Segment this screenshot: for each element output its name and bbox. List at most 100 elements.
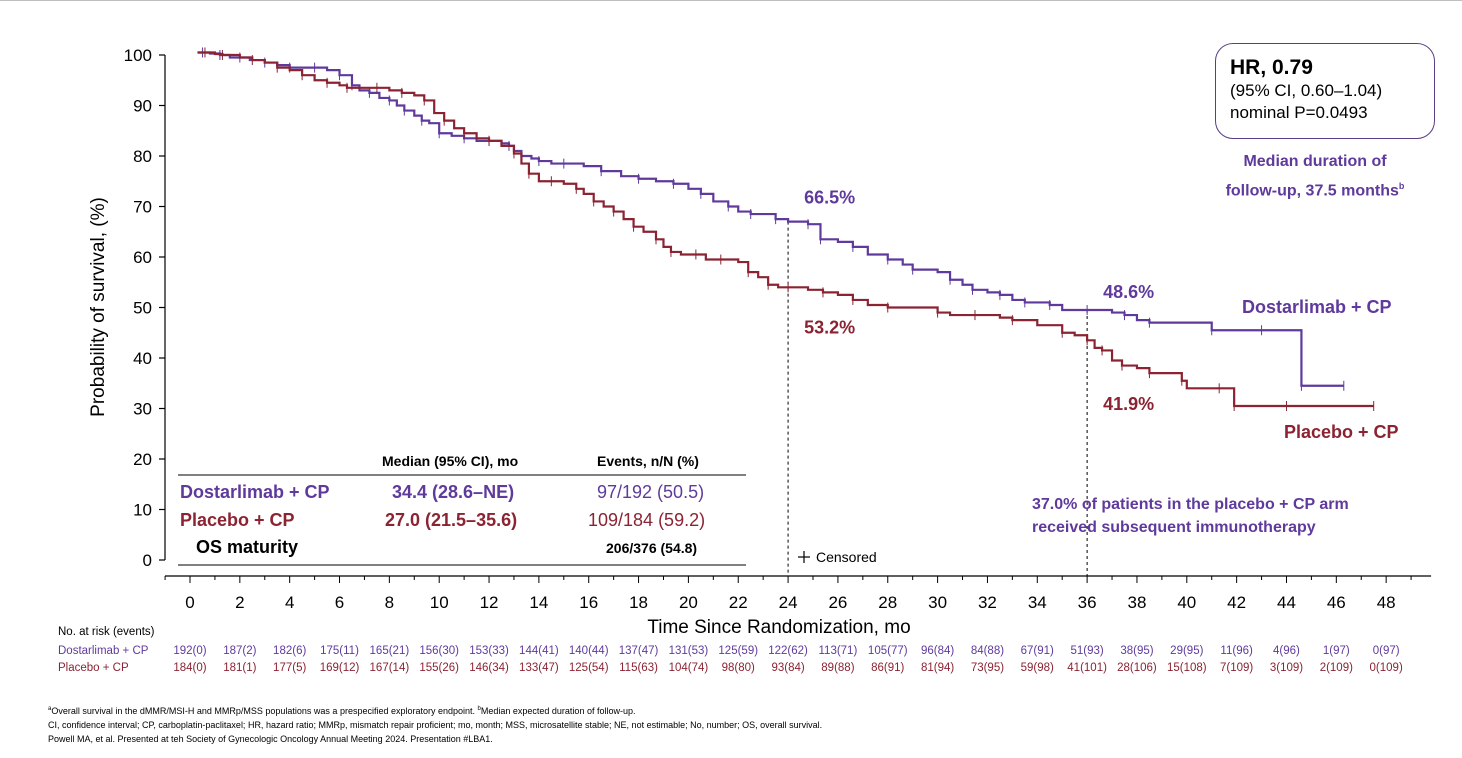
risk-cell: 51(93) <box>1070 645 1104 657</box>
followup-line2-wrap: follow-up, 37.5 monthsb <box>1180 174 1450 203</box>
annotation-41.9%: 41.9% <box>1103 394 1154 414</box>
x-tick-label-16: 16 <box>579 593 598 612</box>
risk-cell: 192(0) <box>173 645 207 657</box>
risk-cell: 105(77) <box>867 645 908 657</box>
y-axis-label: Probability of survival, (%) <box>88 197 109 417</box>
x-tick-label-4: 4 <box>285 593 294 612</box>
risk-cell: 67(91) <box>1020 645 1054 657</box>
risk-cell: 7(109) <box>1220 662 1254 674</box>
footnote-line3: Powell MA, et al. Presented at teh Socie… <box>48 734 493 744</box>
risk-cell: 59(98) <box>1020 662 1054 674</box>
footnote-b-mark: b <box>477 706 481 712</box>
x-tick-label-44: 44 <box>1277 593 1296 612</box>
summary-table: Median (95% CI), mo Events, n/N (%) Dost… <box>178 453 746 566</box>
annotation-53.2%: 53.2% <box>804 317 855 337</box>
risk-cell: 41(101) <box>1067 662 1107 674</box>
risk-cell: 140(44) <box>568 645 609 657</box>
risk-cell: 113(71) <box>818 645 858 657</box>
summary-row-maturity-events: 206/376 (54.8) <box>606 540 697 556</box>
y-tick-label-80: 80 <box>133 147 152 166</box>
risk-cell: 28(106) <box>1117 662 1157 674</box>
risk-cell: 155(26) <box>419 662 459 674</box>
immunotherapy-note-line1: 37.0% of patients in the placebo + CP ar… <box>1032 496 1349 513</box>
y-tick-label-0: 0 <box>143 551 152 570</box>
risk-cell: 73(95) <box>970 662 1005 674</box>
risk-cell: 93(84) <box>771 662 805 674</box>
risk-cell: 104(74) <box>668 662 709 674</box>
footnote-line2: CI, confidence interval; CP, carboplatin… <box>48 720 823 730</box>
risk-cell: 0(97) <box>1372 645 1400 657</box>
risk-cell: 0(109) <box>1369 662 1403 674</box>
risk-row-dostarlimab-label: Dostarlimab + CP <box>58 645 149 657</box>
x-tick-label-2: 2 <box>235 593 244 612</box>
risk-cell: 156(30) <box>419 645 459 657</box>
risk-cell: 182(6) <box>273 645 307 657</box>
risk-cell: 122(62) <box>768 645 808 657</box>
x-tick-label-10: 10 <box>430 593 449 612</box>
risk-cell: 89(88) <box>821 662 855 674</box>
x-tick-label-6: 6 <box>335 593 344 612</box>
censored-legend-label: Censored <box>816 549 877 565</box>
footnote-line1: aOverall survival in the dMMR/MSI-H and … <box>48 706 635 716</box>
summary-row-dostarlimab-events: 97/192 (50.5) <box>597 482 704 502</box>
followup-sup: b <box>1398 181 1405 191</box>
summary-col-median: Median (95% CI), mo <box>382 453 518 469</box>
x-tick-label-34: 34 <box>1028 593 1047 612</box>
x-tick-label-8: 8 <box>385 593 394 612</box>
immunotherapy-note-line2: received subsequent immunotherapy <box>1032 519 1316 536</box>
followup-line1: Median duration of <box>1243 153 1387 170</box>
curve-label-placebo: Placebo + CP <box>1284 422 1399 442</box>
summary-col-events: Events, n/N (%) <box>597 453 699 469</box>
x-tick-label-12: 12 <box>480 593 499 612</box>
x-tick-label-28: 28 <box>878 593 897 612</box>
risk-cell: 86(91) <box>871 662 905 674</box>
summary-row-dostarlimab-median: 34.4 (28.6–NE) <box>392 482 514 502</box>
censored-legend: Censored <box>798 549 877 565</box>
hazard-ratio-box: HR, 0.79 (95% CI, 0.60–1.04) nominal P=0… <box>1215 43 1435 139</box>
x-tick-label-32: 32 <box>978 593 997 612</box>
y-tick-label-70: 70 <box>133 198 152 217</box>
risk-cell: 184(0) <box>173 662 207 674</box>
series-line-dostarlimab <box>197 51 1344 387</box>
x-tick-label-48: 48 <box>1377 593 1396 612</box>
y-tick-label-60: 60 <box>133 248 152 267</box>
footnote-b-text: Median expected duration of follow-up. <box>480 706 636 716</box>
risk-cell: 165(21) <box>369 645 410 657</box>
risk-cell: 38(95) <box>1120 645 1154 657</box>
x-tick-label-0: 0 <box>185 593 194 612</box>
risk-cell: 169(12) <box>319 662 360 674</box>
risk-cell: 144(41) <box>519 645 559 657</box>
risk-cell: 133(47) <box>519 662 559 674</box>
risk-cell: 137(47) <box>618 645 659 657</box>
chart-curves <box>197 47 1375 411</box>
followup-line2: follow-up, 37.5 months <box>1225 182 1399 200</box>
risk-cell: 115(63) <box>619 662 658 674</box>
risk-cell: 2(109) <box>1319 662 1353 674</box>
summary-row-placebo-label: Placebo + CP <box>180 510 295 530</box>
footnote-a-mark: a <box>48 706 52 712</box>
risk-cell: 81(94) <box>920 662 955 674</box>
risk-cell: 187(2) <box>223 645 257 657</box>
hr-p-value: nominal P=0.0493 <box>1230 103 1368 122</box>
footnote-a-text: Overall survival in the dMMR/MSI-H and M… <box>51 706 478 716</box>
risk-cell: 175(11) <box>320 645 359 657</box>
risk-cell: 131(53) <box>668 645 709 657</box>
series-line-placebo <box>197 51 1374 408</box>
annotation-48.6%: 48.6% <box>1103 282 1154 302</box>
x-tick-label-38: 38 <box>1127 593 1146 612</box>
risk-cell: 96(84) <box>920 645 955 657</box>
risk-table-title: No. at risk (events) <box>58 626 155 638</box>
x-tick-label-42: 42 <box>1227 593 1246 612</box>
risk-cell: 181(1) <box>223 662 257 674</box>
x-tick-label-20: 20 <box>679 593 698 612</box>
risk-cell: 1(97) <box>1322 645 1350 657</box>
y-tick-label-20: 20 <box>133 450 152 469</box>
y-tick-label-50: 50 <box>133 299 152 318</box>
risk-cell: 153(33) <box>469 645 509 657</box>
y-tick-label-10: 10 <box>133 501 152 520</box>
risk-cell: 29(95) <box>1170 645 1204 657</box>
x-axis-label: Time Since Randomization, mo <box>647 617 910 638</box>
annotation-66.5%: 66.5% <box>804 188 855 208</box>
x-tick-label-14: 14 <box>529 593 548 612</box>
chart-annotations: 66.5% 53.2% 48.6% 41.9% <box>804 188 1154 414</box>
